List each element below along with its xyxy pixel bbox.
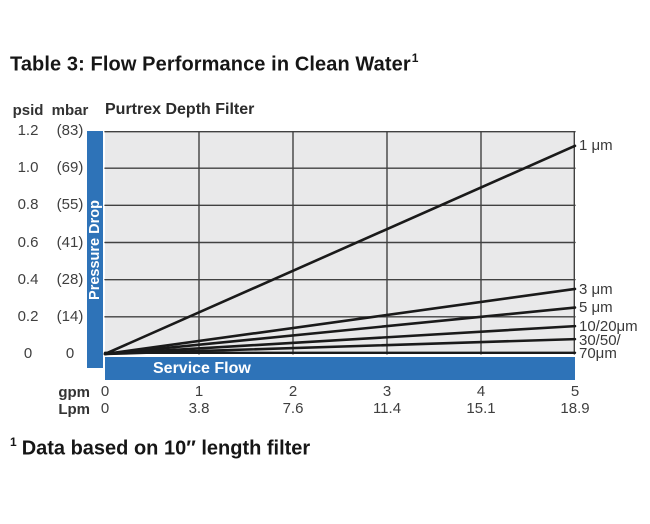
psid-tick: 0 (23, 345, 33, 362)
series-line (103, 144, 577, 356)
page-title: Table 3: Flow Performance in Clean Water… (10, 51, 419, 77)
lpm-tick: 7.6 (282, 400, 304, 417)
psid-tick: 0.4 (17, 270, 39, 288)
title-footnote-marker: 1 (411, 51, 419, 65)
page-title-text: Table 3: Flow Performance in Clean Water (10, 53, 411, 76)
micron-label: 10/20μm (579, 318, 638, 335)
footnote-marker: 1 (10, 435, 17, 449)
psid-tick: 1.0 (17, 159, 39, 177)
mbar-tick: (14) (56, 307, 84, 325)
micron-label: 30/50/ (579, 332, 621, 349)
mbar-tick: (55) (56, 196, 84, 214)
psid-tick: 1.2 (17, 122, 39, 139)
micron-label: 3 μm (579, 281, 613, 298)
chart-heading: Purtrex Depth Filter (105, 101, 255, 118)
lpm-tick: 11.4 (372, 400, 402, 417)
lpm-tick: 3.8 (188, 400, 210, 417)
gpm-tick: 1 (194, 383, 204, 400)
gpm-tick: 3 (382, 383, 392, 400)
gpm-tick: 5 (570, 383, 580, 400)
series-line (103, 324, 577, 356)
mbar-tick: (41) (56, 233, 84, 251)
pressure-drop-axis-bar: Pressure Drop (87, 131, 103, 368)
flow-performance-chart (103, 130, 577, 356)
micron-label: 5 μm (579, 299, 613, 316)
micron-label: 1 μm (579, 137, 613, 154)
plot-area (103, 130, 577, 356)
y-unit-mbar-label: mbar (51, 102, 89, 119)
psid-tick: 0.6 (17, 233, 39, 251)
lpm-tick: 18.9 (560, 400, 590, 417)
gpm-tick: 2 (288, 383, 298, 400)
mbar-tick: (83) (56, 122, 84, 139)
mbar-tick: 0 (65, 345, 75, 362)
micron-label: 70μm (579, 345, 617, 362)
mbar-tick: (28) (56, 270, 84, 288)
psid-tick: 0.8 (17, 196, 39, 214)
service-flow-axis-bar: Service Flow (105, 357, 575, 380)
mbar-tick: (69) (56, 159, 84, 177)
x-axis-title: Service Flow (153, 360, 251, 377)
lpm-tick: 15.1 (466, 400, 496, 417)
lpm-tick: 0 (100, 400, 110, 417)
series-line (103, 287, 577, 356)
gpm-tick: 0 (100, 383, 110, 400)
series-line (103, 337, 577, 356)
footnote: 1 Data based on 10″ length filter (10, 435, 311, 461)
x-unit-gpm-label: gpm (58, 384, 90, 401)
psid-tick: 0.2 (17, 307, 39, 325)
series-line (103, 306, 577, 356)
y-unit-psid-label: psid (12, 102, 44, 119)
x-unit-lpm-label: Lpm (58, 401, 90, 418)
footnote-text: Data based on 10″ length filter (21, 437, 311, 460)
gpm-tick: 4 (476, 383, 486, 400)
